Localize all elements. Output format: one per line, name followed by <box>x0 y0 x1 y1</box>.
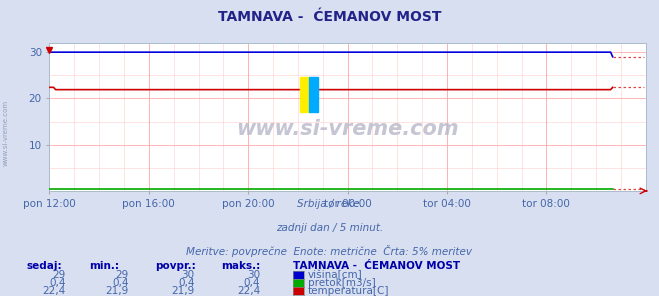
Bar <box>300 77 309 112</box>
Text: 29: 29 <box>53 270 66 280</box>
Text: www.si-vreme.com: www.si-vreme.com <box>2 100 9 166</box>
Text: temperatura[C]: temperatura[C] <box>308 286 389 296</box>
Text: 22,4: 22,4 <box>237 286 260 296</box>
Text: 21,9: 21,9 <box>171 286 194 296</box>
Text: min.:: min.: <box>89 261 119 271</box>
Text: zadnji dan / 5 minut.: zadnji dan / 5 minut. <box>276 223 383 233</box>
Text: Meritve: povprečne  Enote: metrične  Črta: 5% meritev: Meritve: povprečne Enote: metrične Črta:… <box>186 244 473 257</box>
Text: Srbija / reke.: Srbija / reke. <box>297 199 362 209</box>
Text: maks.:: maks.: <box>221 261 260 271</box>
Text: TAMNAVA -  ĆEMANOV MOST: TAMNAVA - ĆEMANOV MOST <box>217 10 442 24</box>
Text: 22,4: 22,4 <box>43 286 66 296</box>
Text: 29: 29 <box>115 270 129 280</box>
Text: povpr.:: povpr.: <box>155 261 196 271</box>
Text: 0,4: 0,4 <box>178 278 194 288</box>
Text: 30: 30 <box>181 270 194 280</box>
Text: 21,9: 21,9 <box>105 286 129 296</box>
Text: 0,4: 0,4 <box>244 278 260 288</box>
Text: 0,4: 0,4 <box>49 278 66 288</box>
Text: www.si-vreme.com: www.si-vreme.com <box>237 119 459 139</box>
Text: sedaj:: sedaj: <box>26 261 62 271</box>
Text: 30: 30 <box>247 270 260 280</box>
Text: 0,4: 0,4 <box>112 278 129 288</box>
Text: višina[cm]: višina[cm] <box>308 269 362 280</box>
Text: pretok[m3/s]: pretok[m3/s] <box>308 278 376 288</box>
Text: TAMNAVA -  ĆEMANOV MOST: TAMNAVA - ĆEMANOV MOST <box>293 261 461 271</box>
Bar <box>309 77 318 112</box>
